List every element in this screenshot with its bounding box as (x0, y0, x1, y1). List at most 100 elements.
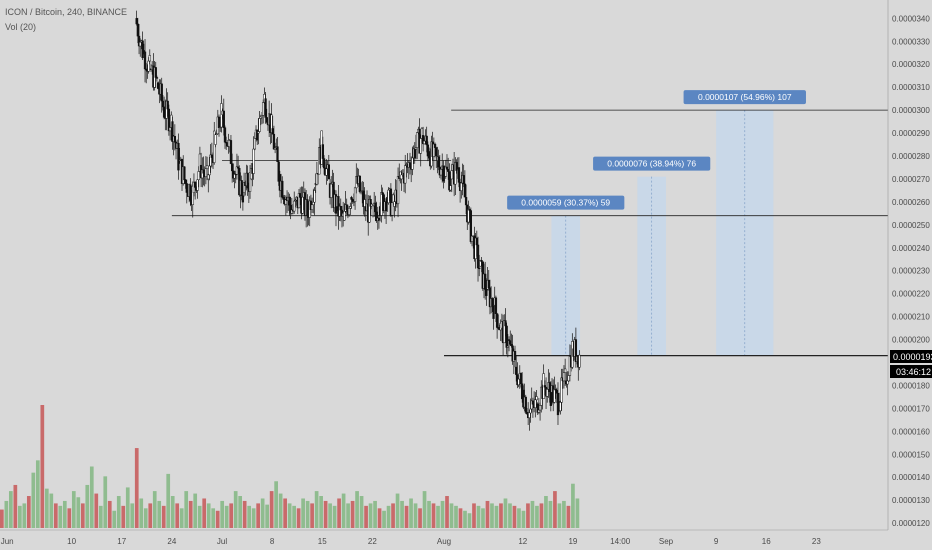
volume-bar (463, 510, 467, 528)
y-tick-label: 0.0000280 (892, 152, 930, 161)
volume-bar (431, 503, 436, 528)
volume-bar (62, 500, 67, 528)
candle-body (343, 211, 346, 221)
candle-body (147, 60, 150, 72)
candle-body (253, 138, 256, 150)
candle-body (351, 199, 354, 202)
candle-body (377, 217, 381, 221)
volume-bar (454, 505, 458, 528)
candle-body (240, 180, 243, 197)
candle-body (208, 165, 211, 176)
candle-body (222, 110, 225, 128)
candle-body (546, 389, 549, 397)
candle-body (241, 195, 245, 203)
candle-body (183, 166, 186, 181)
x-tick-label: 19 (568, 537, 577, 546)
price-axis[interactable]: 0.0000340 0.0000330 0.0000320 0.0000310 0.00… (887, 0, 932, 550)
candle-body (205, 165, 209, 170)
volume-bar (274, 481, 278, 528)
candle-body (369, 199, 372, 207)
volume-bar (215, 510, 220, 528)
candle-body (293, 200, 296, 212)
volume-bar (107, 500, 112, 528)
y-tick-label: 0.0000250 (892, 221, 930, 230)
candle-body (380, 192, 383, 216)
x-tick-label: Aug (437, 537, 451, 546)
volume-bar (278, 493, 283, 528)
candle-body (281, 180, 284, 198)
candle-body (390, 202, 394, 216)
volume-bar (368, 503, 373, 528)
candle-body (184, 179, 187, 185)
volume-bar (157, 500, 162, 528)
chart-legend: ICON / Bitcoin, 240, BINANCE Vol (20) (5, 5, 127, 35)
candle-body (531, 400, 535, 405)
candle-body (301, 196, 304, 214)
volume-bar (395, 493, 400, 528)
volume-layer (0, 405, 580, 528)
countdown-text: 03:46:12 (896, 367, 931, 377)
candle-body (288, 196, 291, 206)
candle-body (566, 380, 569, 385)
candle-body (578, 354, 581, 368)
volume-bar (481, 508, 485, 528)
candle-body (313, 190, 316, 203)
volume-bar (260, 498, 265, 528)
volume-bar (143, 508, 148, 528)
candle-body (160, 83, 163, 102)
volume-bar (98, 505, 103, 528)
candle-body (214, 134, 217, 145)
candle-body (404, 165, 407, 184)
candle-body (271, 128, 274, 135)
candle-body (189, 184, 192, 201)
volume-bar (256, 503, 261, 528)
volume-bar (265, 504, 269, 528)
volume-bar (571, 483, 575, 528)
volume-bar (179, 508, 184, 528)
volume-bar (184, 491, 189, 528)
horizontal-lines-layer (171, 109, 888, 357)
candle-body (204, 168, 208, 177)
candle-body (177, 142, 180, 171)
volume-bar (76, 497, 81, 528)
candle-body (519, 373, 523, 385)
target-label-box (507, 195, 625, 210)
candle-body (538, 405, 542, 411)
candle-body (393, 201, 396, 207)
volume-bar (436, 505, 440, 528)
candle-body (197, 171, 200, 181)
candle-body (327, 164, 330, 180)
candle-body (504, 320, 507, 327)
last-price-text: 0.0000193 (893, 352, 932, 362)
volume-bar (557, 503, 562, 528)
candle-body (384, 201, 388, 212)
target-label-box (593, 156, 711, 171)
candle-body (325, 168, 328, 176)
volume-bar (121, 505, 126, 528)
time-axis[interactable]: Jun 10 17 24 Jul 8 15 22 Aug 12 19 14:00 Sep 9 16 23 (0, 529, 888, 546)
volume-bar (364, 505, 368, 528)
candle-body (495, 313, 499, 328)
x-tick-label: 16 (762, 537, 771, 546)
candle-body (321, 144, 325, 159)
candle-body (457, 167, 461, 183)
y-tick-label: 0.0000300 (892, 106, 930, 115)
volume-bar (130, 503, 135, 528)
volume-bar (422, 491, 427, 528)
candle-body (246, 172, 249, 189)
volume-bar (0, 509, 4, 528)
candle-body (387, 189, 390, 204)
x-tick-label: Sep (659, 537, 674, 546)
candle-body (230, 163, 234, 172)
candle-body (166, 100, 169, 110)
candle-body (220, 103, 223, 128)
volume-bar (134, 448, 139, 528)
candle-body (515, 366, 518, 375)
volume-bar (332, 505, 337, 528)
candle-body (433, 143, 437, 148)
candle-body (167, 108, 171, 132)
x-tick-label: 8 (270, 537, 275, 546)
volume-bar (206, 503, 211, 528)
candle-body (155, 77, 159, 79)
